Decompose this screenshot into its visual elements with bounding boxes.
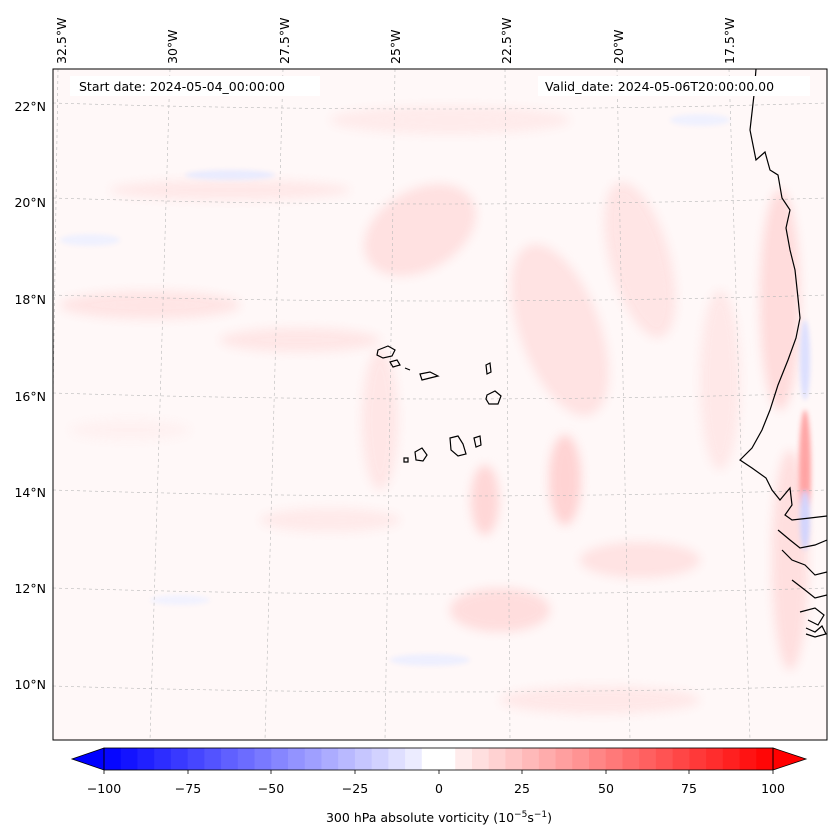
start-date-box [70,76,320,96]
colorbar-segment [572,748,590,770]
colorbar-segment [722,748,741,770]
lon-label-20: 20°W [611,29,626,64]
colorbar-tick-label: 50 [598,781,614,796]
start-date-text: Start date: 2024-05-04_00:00:00 [79,79,285,94]
colorbar-segment [522,748,540,770]
colorbar-segment [221,748,239,770]
colorbar-label: 300 hPa absolute vorticity (10−5s−1) [326,810,552,825]
colorbar-tick-label: −50 [258,781,284,796]
colorbar: −100 −75 −50 −25 0 25 50 75 100 300 hPa … [70,747,808,825]
colorbar-segment [237,748,256,770]
lon-label-30: 30°W [165,29,180,64]
colorbar-segment [555,748,573,770]
colorbar-segment [639,748,657,770]
colorbar-segment [655,748,674,770]
colorbar-segment [170,748,189,770]
colorbar-segment [756,748,774,770]
colorbar-tick-label: 100 [761,781,785,796]
colorbar-segment [438,748,456,770]
colorbar-segment [354,748,373,770]
colorbar-segment [204,748,222,770]
colorbar-segment [304,748,323,770]
lon-label-17-5: 17.5°W [722,18,737,64]
colorbar-min-extend [70,747,105,771]
colorbar-tick-label: −25 [342,781,368,796]
colorbar-segment [405,748,423,770]
colorbar-tick-label: 75 [681,781,697,796]
gridlines [53,69,827,740]
map-frame [52,68,828,741]
colorbar-segments [104,748,774,770]
colorbar-segment [505,748,523,770]
valid-date-text: Valid_date: 2024-05-06T20:00:00.00 [545,79,774,94]
colorbar-segment [137,748,155,770]
colorbar-outline [103,747,774,771]
lat-label-16: 16°N [14,389,46,404]
lon-label-32-5: 32.5°W [54,18,69,64]
colorbar-segment [589,748,607,770]
colorbar-segment [338,748,356,770]
colorbar-segment [120,748,139,770]
colorbar-segment [622,748,640,770]
colorbar-segment [672,748,690,770]
colorbar-segment [739,748,757,770]
map-area [53,69,827,740]
colorbar-segment [538,748,557,770]
colorbar-tick-label: −100 [87,781,121,796]
colorbar-segment [388,748,406,770]
colorbar-ticks [103,770,774,774]
vorticity-field [60,106,811,714]
colorbar-tick-label: −75 [175,781,201,796]
colorbar-segment [271,748,289,770]
lat-label-22: 22°N [14,99,46,114]
colorbar-segment [488,748,507,770]
coastline [739,69,827,638]
colorbar-segment [371,748,389,770]
valid-date-box [538,76,810,96]
lat-label-14: 14°N [14,485,46,500]
lon-label-27-5: 27.5°W [277,18,292,64]
colorbar-segment [455,748,473,770]
colorbar-max-extend [772,747,808,771]
lon-label-25: 25°W [388,29,403,64]
colorbar-segment [321,748,339,770]
lon-label-22-5: 22.5°W [499,18,514,64]
colorbar-segment [471,748,490,770]
colorbar-segment [254,748,272,770]
lat-label-20: 20°N [14,195,46,210]
colorbar-segment [287,748,306,770]
cape-verde-islands [376,345,502,463]
colorbar-segment [421,748,440,770]
colorbar-tick-label: 25 [514,781,530,796]
colorbar-segment [605,748,624,770]
colorbar-segment [689,748,707,770]
colorbar-segment [706,748,724,770]
colorbar-segment [154,748,172,770]
colorbar-segment [187,748,205,770]
colorbar-segment [104,748,122,770]
colorbar-tick-label: 0 [435,781,443,796]
lat-label-18: 18°N [14,292,46,307]
lat-label-12: 12°N [14,581,46,596]
lat-label-10: 10°N [14,677,46,692]
